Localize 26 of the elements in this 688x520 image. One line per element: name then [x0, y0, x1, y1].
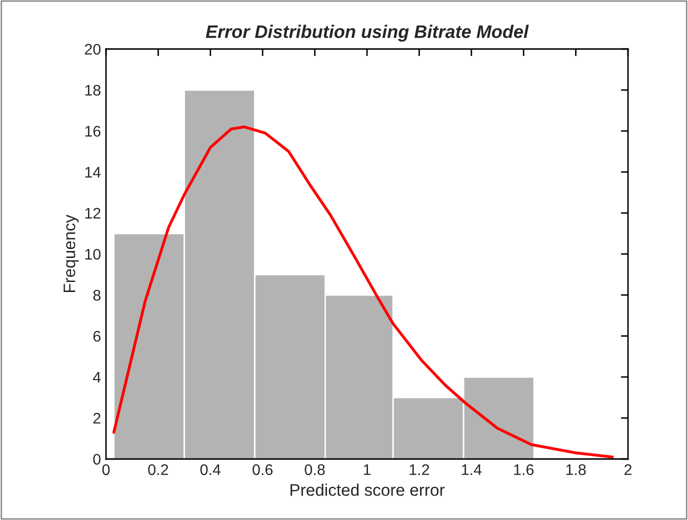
y-tick-label: 18: [85, 84, 100, 96]
y-tick-label: 16: [85, 126, 100, 137]
y-tick-label: 14: [85, 167, 101, 178]
x-tick-label: 0.4: [200, 464, 221, 476]
y-tick-label: 2: [93, 412, 100, 424]
y-tick-label: 20: [84, 44, 101, 55]
x-tick-label: 1: [364, 464, 371, 475]
y-tick-label: 0: [93, 454, 101, 465]
y-tick-label: 12: [85, 208, 100, 219]
y-tick-label: 8: [93, 290, 100, 301]
y-axis-title: Frequency: [64, 214, 79, 292]
x-tick-label: 1.4: [462, 464, 482, 475]
x-tick-label: 0.6: [252, 464, 273, 476]
x-tick-label: 1.2: [410, 464, 430, 475]
y-tick-label: 6: [93, 330, 100, 342]
chart-title: Error Distribution using Bitrate Model: [206, 24, 529, 42]
x-axis-title: Predicted score error: [290, 484, 445, 496]
y-tick-label: 10: [85, 248, 101, 260]
x-tick-label: 0.8: [304, 464, 325, 476]
y-tick-label: 4: [92, 372, 101, 383]
x-tick-label: 1.8: [566, 464, 586, 476]
line-series: [112, 126, 614, 458]
x-tick-label: 2: [624, 464, 632, 475]
x-tick-label: 0: [102, 464, 110, 476]
x-tick-label: 0.2: [148, 464, 168, 476]
x-tick-label: 1.6: [514, 464, 534, 476]
